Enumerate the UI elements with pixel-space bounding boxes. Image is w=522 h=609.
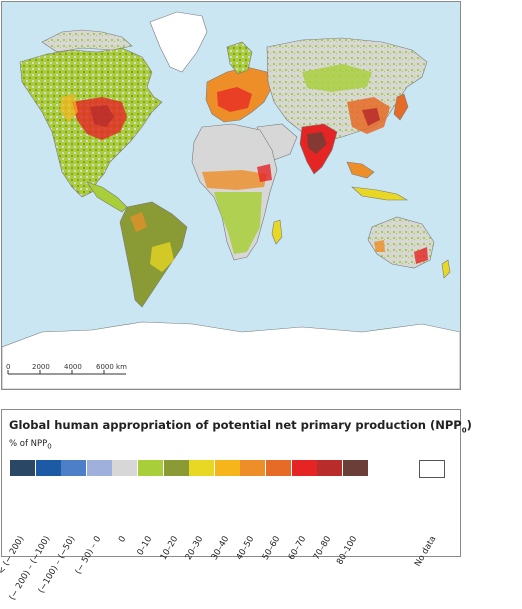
new-zealand bbox=[441, 259, 451, 279]
usa-core bbox=[90, 105, 114, 127]
legend-swatch bbox=[317, 460, 343, 476]
no-data-label: No data bbox=[412, 534, 439, 569]
legend-swatch bbox=[10, 460, 35, 476]
legend-swatch bbox=[266, 460, 291, 476]
se-asia bbox=[346, 161, 375, 179]
india-core bbox=[307, 132, 327, 154]
scale-tick-4000: 4000 bbox=[64, 363, 82, 371]
legend-swatch bbox=[112, 460, 138, 476]
map-svg: 0 2000 4000 6000 km bbox=[2, 11, 460, 389]
legend-swatch bbox=[86, 460, 112, 476]
no-data-swatch bbox=[419, 460, 445, 478]
greenland bbox=[149, 11, 208, 73]
scale-tick-6000: 6000 km bbox=[96, 363, 127, 371]
africa-sahel bbox=[202, 170, 267, 190]
legend: Global human appropriation of potential … bbox=[0, 409, 472, 602]
legend-swatch bbox=[291, 460, 317, 476]
sa-orange bbox=[130, 212, 147, 232]
legend-swatch bbox=[138, 460, 163, 476]
madagascar bbox=[271, 219, 283, 245]
asia-green bbox=[302, 64, 372, 92]
scale-tick-0: 0 bbox=[6, 363, 10, 371]
australia-se bbox=[414, 247, 428, 264]
legend-swatch bbox=[342, 460, 368, 476]
japan bbox=[393, 93, 409, 121]
legend-swatch bbox=[163, 460, 189, 476]
central-america bbox=[86, 181, 128, 213]
world-map: 0 2000 4000 6000 km bbox=[1, 1, 461, 390]
usa-orange bbox=[60, 94, 78, 122]
sa-yellow bbox=[150, 242, 174, 272]
legend-unit: % of NPP0 bbox=[9, 439, 52, 451]
legend-swatch bbox=[214, 460, 240, 476]
legend-swatch bbox=[61, 460, 87, 476]
indonesia bbox=[351, 186, 409, 201]
scale-tick-2000: 2000 bbox=[32, 363, 50, 371]
africa-green bbox=[214, 192, 262, 254]
europe-hot bbox=[217, 87, 252, 112]
antarctica bbox=[2, 321, 460, 389]
ethiopia-hot bbox=[257, 164, 272, 182]
australia-sw bbox=[374, 240, 385, 252]
scale-bar: 0 2000 4000 6000 km bbox=[6, 363, 127, 375]
scandinavia bbox=[226, 41, 253, 75]
canada-north bbox=[41, 29, 133, 53]
legend-swatch bbox=[240, 460, 266, 476]
asia bbox=[266, 37, 428, 143]
china-core bbox=[362, 108, 380, 126]
legend-swatch bbox=[35, 460, 61, 476]
legend-title: Global human appropriation of potential … bbox=[9, 418, 472, 435]
legend-swatch bbox=[189, 460, 215, 476]
